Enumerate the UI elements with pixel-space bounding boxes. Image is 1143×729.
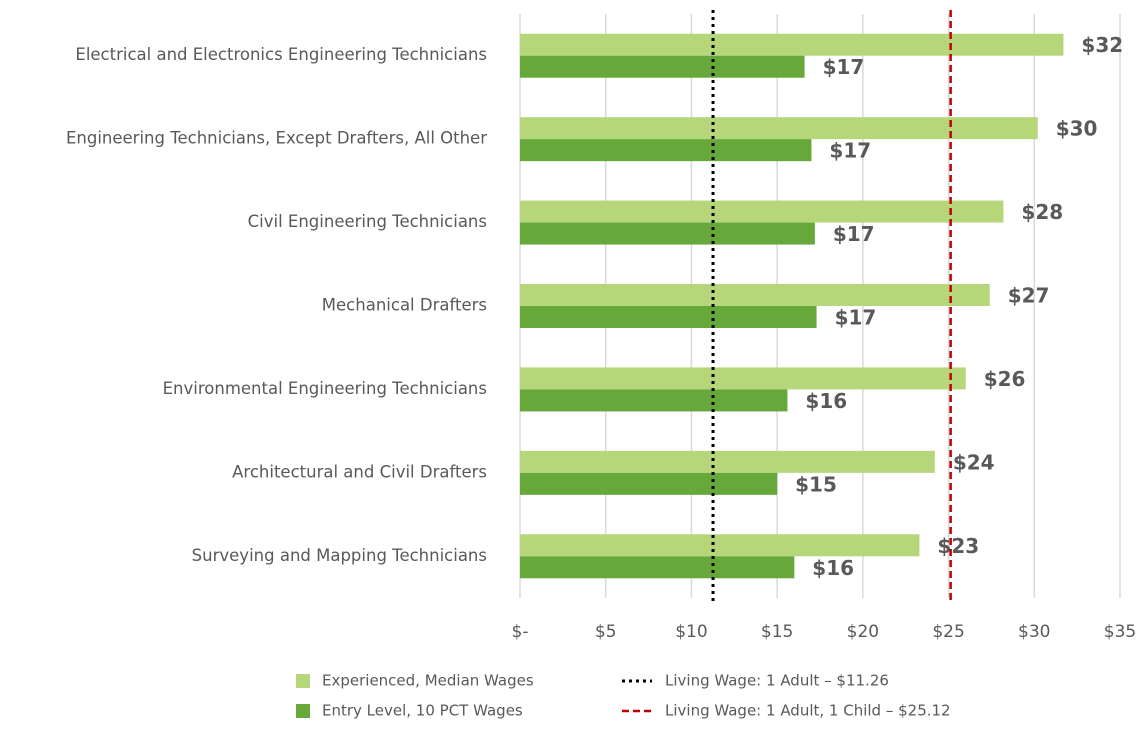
legend-label: Experienced, Median Wages [322, 672, 534, 690]
x-tick-label: $15 [761, 622, 793, 642]
legend-label: Living Wage: 1 Adult – $11.26 [665, 672, 889, 690]
category-label: Architectural and Civil Drafters [232, 462, 487, 481]
data-label: $17 [829, 139, 871, 163]
legend-swatch [296, 674, 310, 688]
legend-swatch [296, 704, 310, 718]
bar [520, 284, 990, 306]
bar [520, 200, 1004, 223]
data-label: $24 [953, 450, 995, 474]
category-label: Electrical and Electronics Engineering T… [75, 45, 487, 64]
x-tick-label: $10 [675, 622, 707, 642]
data-label: $17 [823, 55, 865, 79]
data-label: $15 [795, 472, 837, 496]
bar [520, 55, 805, 78]
x-tick-label: $35 [1104, 622, 1136, 642]
data-label: $30 [1056, 117, 1098, 141]
category-label: Mechanical Drafters [322, 296, 487, 315]
bar [520, 450, 935, 473]
bar [520, 306, 817, 328]
data-label: $28 [1021, 200, 1063, 224]
bar [520, 472, 778, 495]
legend-label: Living Wage: 1 Adult, 1 Child – $25.12 [665, 702, 951, 720]
x-tick-label: $25 [932, 622, 964, 642]
category-label: Environmental Engineering Technicians [163, 379, 487, 398]
category-label: Civil Engineering Technicians [248, 212, 487, 231]
bar [520, 389, 788, 412]
data-label: $17 [833, 222, 875, 246]
bar [520, 139, 812, 162]
bar [520, 367, 966, 390]
x-tick-label: $- [512, 622, 529, 642]
bar [520, 556, 795, 579]
x-tick-label: $5 [595, 622, 617, 642]
bar [520, 33, 1064, 56]
data-label: $32 [1081, 33, 1123, 57]
category-label: Engineering Technicians, Except Drafters… [66, 129, 487, 148]
category-label: Surveying and Mapping Technicians [192, 546, 487, 565]
data-label: $26 [984, 367, 1026, 391]
data-label: $17 [835, 306, 877, 330]
data-label: $27 [1008, 284, 1050, 308]
data-label: $16 [812, 556, 854, 580]
bar [520, 222, 815, 245]
data-label: $23 [937, 534, 979, 558]
data-label: $16 [805, 389, 847, 413]
x-tick-label: $20 [847, 622, 879, 642]
legend-label: Entry Level, 10 PCT Wages [322, 702, 523, 720]
bar [520, 117, 1038, 140]
bar [520, 534, 920, 557]
x-tick-label: $30 [1018, 622, 1050, 642]
